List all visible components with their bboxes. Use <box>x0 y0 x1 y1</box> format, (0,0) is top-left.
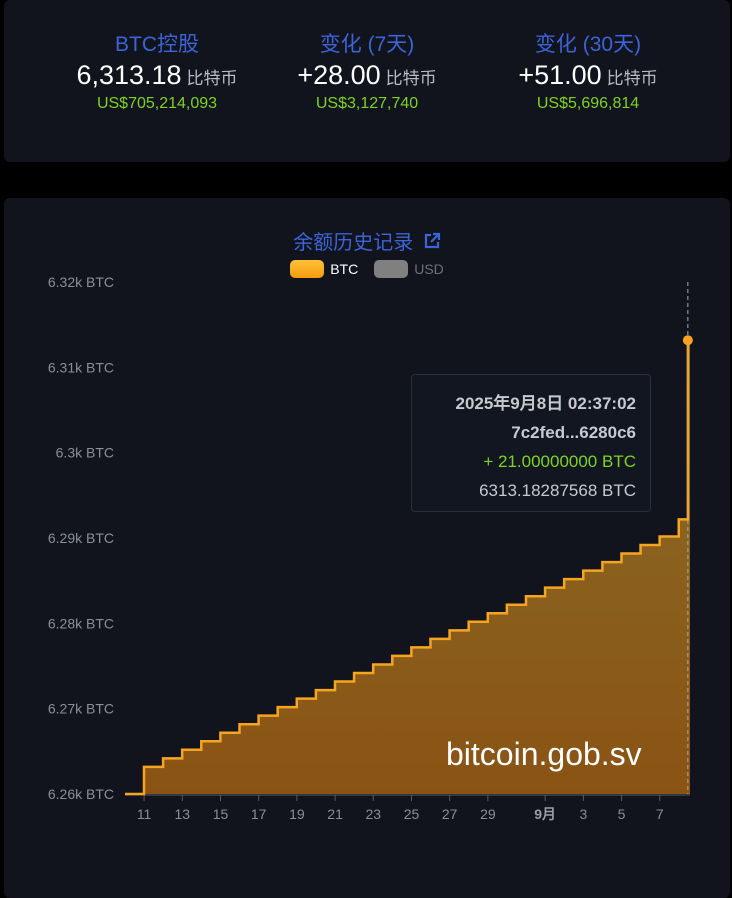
legend-label: USD <box>414 261 444 277</box>
x-tick-label: 9月 <box>534 806 556 822</box>
legend-swatch <box>374 260 409 278</box>
balance-line <box>125 338 690 796</box>
tooltip-datetime: 2025年9月8日 02:37:02 <box>455 394 636 413</box>
y-tick-label: 6.27k BTC <box>48 701 114 717</box>
x-tick-label: 3 <box>579 806 587 822</box>
tooltip-change: + 21.00000000 BTC <box>483 452 636 471</box>
watermark: bitcoin.gob.sv <box>446 736 642 772</box>
balance-area <box>125 340 690 794</box>
stat-label: BTC控股 <box>115 33 199 56</box>
x-tick-label: 5 <box>618 806 626 822</box>
stat-value: 6,313.18 比特币 <box>37 60 277 91</box>
stat-value: +28.00 比特币 <box>247 60 487 91</box>
x-tick-label: 15 <box>213 806 229 822</box>
legend-item-btc[interactable]: BTC <box>290 260 358 278</box>
x-tick-label: 27 <box>442 806 458 822</box>
stat-change-30d: 变化 (30天) +51.00 比特币 US$5,696,814 <box>468 28 708 113</box>
x-tick-label: 21 <box>327 806 343 822</box>
stat-number: +51.00 <box>518 60 602 90</box>
x-tick-label: 7 <box>656 806 664 822</box>
stat-unit: 比特币 <box>606 69 658 88</box>
x-tick-label: 11 <box>137 806 152 822</box>
stat-btc-holdings: BTC控股 6,313.18 比特币 US$705,214,093 <box>37 28 277 113</box>
x-tick-label: 25 <box>404 806 420 822</box>
balance-chart[interactable]: 6.26k BTC 6.27k BTC 6.28k BTC 6.29k BTC 6.3k… <box>0 0 732 880</box>
stat-number: 6,313.18 <box>76 60 182 90</box>
stats-card: BTC控股 6,313.18 比特币 US$705,214,093 变化 (7天)… <box>4 0 730 162</box>
legend-item-usd[interactable]: USD <box>374 260 444 278</box>
y-tick-label: 6.32k BTC <box>48 274 114 290</box>
tooltip-balance: 6313.18287568 BTC <box>479 481 636 500</box>
stat-usd: US$3,127,740 <box>315 95 419 112</box>
stat-unit: 比特币 <box>385 69 437 88</box>
x-tick-label: 13 <box>175 806 191 822</box>
x-tick-label: 23 <box>365 806 381 822</box>
external-link-icon <box>424 232 440 249</box>
highlight-point <box>682 335 693 346</box>
x-tick-label: 17 <box>251 806 267 822</box>
stat-unit: 比特币 <box>186 69 238 88</box>
x-tick-label: 19 <box>289 806 305 822</box>
y-tick-label: 6.3k BTC <box>56 445 114 461</box>
stat-number: +28.00 <box>297 60 381 90</box>
legend-swatch <box>290 260 325 278</box>
chart-legend: BTC USD <box>4 260 730 278</box>
stat-usd: US$5,696,814 <box>536 95 640 112</box>
tooltip-tx-link[interactable]: 7c2fed...6280c6 <box>511 423 636 442</box>
x-tick-label: 29 <box>480 806 496 822</box>
y-tick-label: 6.29k BTC <box>48 530 114 546</box>
stat-usd: US$705,214,093 <box>96 95 218 112</box>
chart-title-link[interactable]: 余额历史记录 <box>4 226 730 255</box>
chart-tooltip: 2025年9月8日 02:37:02 7c2fed...6280c6 + 21.… <box>411 374 651 512</box>
chart-title: 余额历史记录 <box>293 232 414 254</box>
y-tick-label: 6.31k BTC <box>48 359 114 375</box>
stat-label: 变化 (30天) <box>534 33 642 56</box>
y-tick-label: 6.28k BTC <box>48 615 114 631</box>
legend-label: BTC <box>330 261 359 277</box>
stat-value: +51.00 比特币 <box>468 60 708 91</box>
stat-change-7d: 变化 (7天) +28.00 比特币 US$3,127,740 <box>247 28 487 113</box>
y-tick-label: 6.26k BTC <box>48 786 114 802</box>
stat-label: 变化 (7天) <box>319 33 415 56</box>
